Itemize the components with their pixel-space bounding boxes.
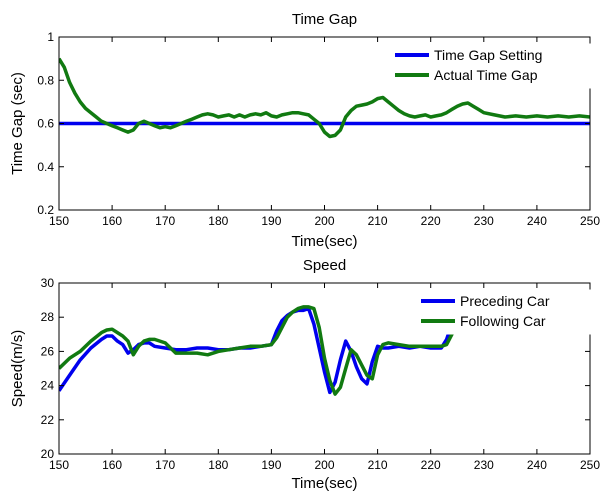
y-tick-label: 0.8 (37, 73, 54, 87)
chart-2: Speed 150 160 170 180 190 200 210 220 230 240 250 20… (9, 257, 600, 492)
chart-title: Time Gap (292, 11, 357, 28)
legend-box (416, 289, 593, 335)
x-tick-label: 230 (474, 214, 494, 228)
y-tick-label: 24 (41, 379, 55, 393)
legend: Preceding Car Following Car (416, 289, 593, 335)
legend-box (390, 43, 592, 89)
y-tick-label: 20 (41, 447, 55, 461)
y-tick-label: 28 (41, 310, 55, 324)
x-tick-label: 240 (527, 458, 547, 472)
y-axis-label: Speed(m/s) (9, 330, 26, 408)
x-tick-label: 250 (580, 458, 600, 472)
x-axis-label: Time(sec) (291, 475, 357, 492)
x-tick-label: 160 (102, 458, 122, 472)
y-tick-label: 26 (41, 344, 55, 358)
x-tick-label: 170 (155, 214, 175, 228)
y-tick-label: 22 (41, 413, 55, 427)
x-tick-label: 210 (368, 458, 388, 472)
x-tick-label: 160 (102, 214, 122, 228)
y-tick-label: 1 (47, 30, 54, 44)
x-tick-label: 200 (314, 214, 334, 228)
chart-1: Time Gap 150 160 170 180 190 200 210 220 230 240 25… (9, 11, 600, 250)
legend-label-2: Actual Time Gap (434, 67, 538, 83)
x-tick-label: 200 (314, 458, 334, 472)
y-axis-label: Time Gap (sec) (9, 72, 26, 175)
x-tick-label: 250 (580, 214, 600, 228)
legend-label-2: Following Car (460, 313, 546, 329)
legend-label-1: Time Gap Setting (434, 47, 542, 63)
x-axis-label: Time(sec) (291, 233, 357, 250)
x-tick-label: 190 (261, 214, 281, 228)
x-tick-label: 170 (155, 458, 175, 472)
y-tick-label: 0.2 (37, 203, 54, 217)
series-line-2 (59, 57, 590, 139)
x-tick-label: 220 (421, 214, 441, 228)
x-tick-label: 220 (421, 458, 441, 472)
legend: Time Gap Setting Actual Time Gap (390, 43, 592, 89)
x-tick-label: 240 (527, 214, 547, 228)
legend-label-1: Preceding Car (460, 293, 550, 309)
x-tick-label: 150 (49, 214, 69, 228)
y-tick-label: 30 (41, 276, 55, 290)
y-tick-label: 0.6 (37, 117, 54, 131)
x-tick-label: 230 (474, 458, 494, 472)
chart-title: Speed (303, 257, 346, 274)
x-tick-label: 150 (49, 458, 69, 472)
x-tick-label: 180 (208, 214, 228, 228)
series-line-2 (59, 305, 590, 396)
y-tick-label: 0.4 (37, 160, 54, 174)
x-tick-label: 180 (208, 458, 228, 472)
x-tick-label: 190 (261, 458, 281, 472)
x-tick-label: 210 (368, 214, 388, 228)
